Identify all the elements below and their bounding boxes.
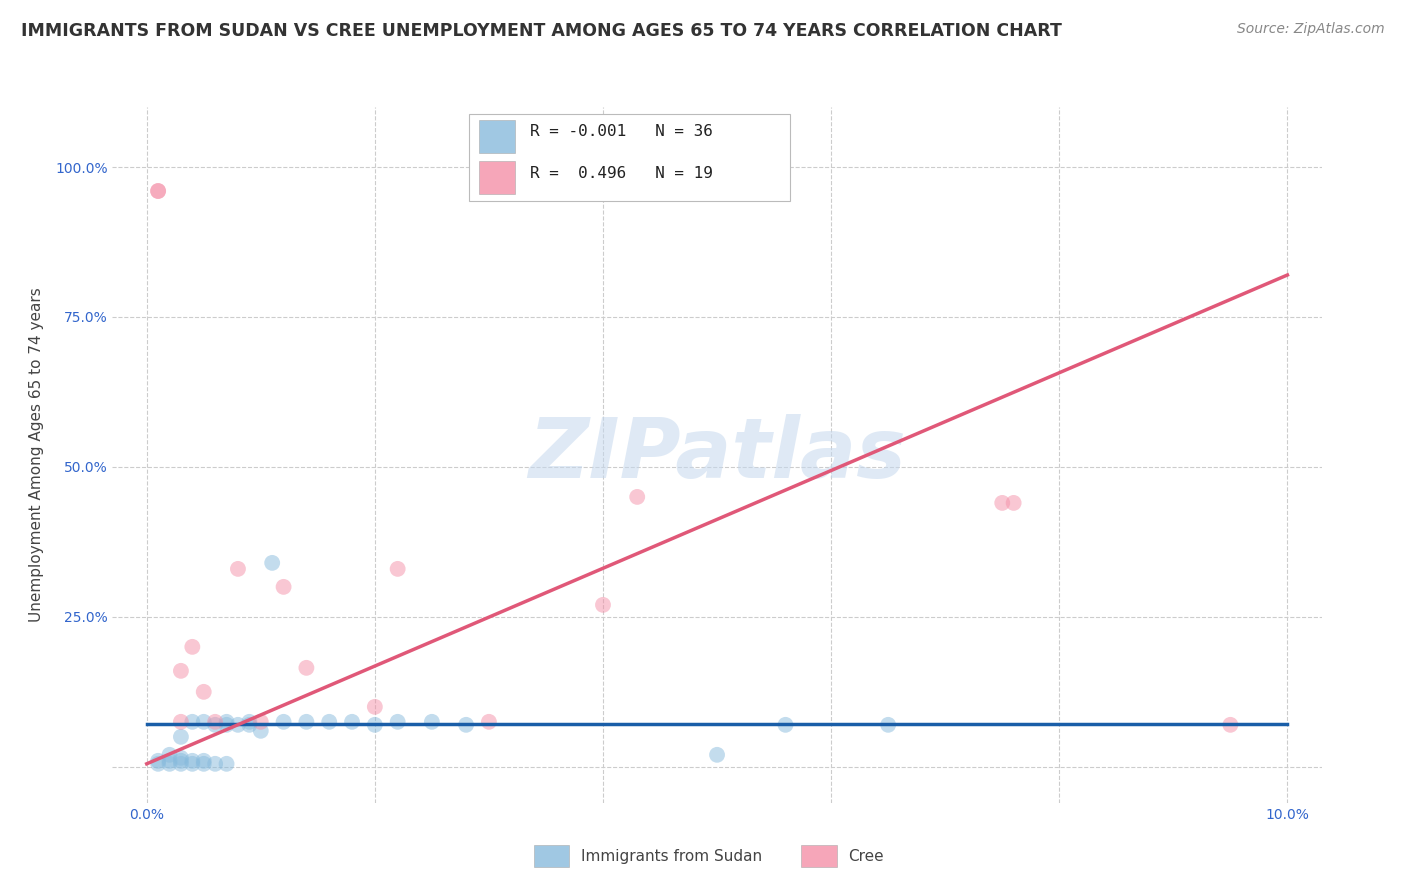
Point xyxy=(215,714,238,729)
Point xyxy=(159,754,181,768)
Point xyxy=(204,714,226,729)
Point xyxy=(249,714,271,729)
Point xyxy=(249,723,271,738)
Text: IMMIGRANTS FROM SUDAN VS CREE UNEMPLOYMENT AMONG AGES 65 TO 74 YEARS CORRELATION: IMMIGRANTS FROM SUDAN VS CREE UNEMPLOYME… xyxy=(21,22,1062,40)
Point xyxy=(262,556,284,570)
Point xyxy=(387,562,409,576)
Point xyxy=(181,756,204,771)
Point xyxy=(1219,718,1241,732)
Point xyxy=(193,685,215,699)
Point xyxy=(295,661,318,675)
Point xyxy=(318,714,340,729)
Point xyxy=(146,184,169,198)
Point xyxy=(193,714,215,729)
Point xyxy=(146,756,169,771)
Point xyxy=(775,718,797,732)
Point xyxy=(991,496,1014,510)
Point xyxy=(592,598,614,612)
Point xyxy=(226,718,249,732)
Point xyxy=(706,747,728,762)
FancyBboxPatch shape xyxy=(479,161,515,194)
Point xyxy=(215,718,238,732)
Point xyxy=(159,747,181,762)
Point xyxy=(238,714,260,729)
FancyBboxPatch shape xyxy=(479,120,515,153)
Point xyxy=(340,714,363,729)
Point xyxy=(456,718,478,732)
Point xyxy=(181,754,204,768)
Point xyxy=(204,718,226,732)
Text: Source: ZipAtlas.com: Source: ZipAtlas.com xyxy=(1237,22,1385,37)
Point xyxy=(273,714,295,729)
Point xyxy=(273,580,295,594)
Point xyxy=(170,751,193,765)
Point xyxy=(364,718,387,732)
Point xyxy=(478,714,501,729)
Point xyxy=(877,718,900,732)
Point xyxy=(181,714,204,729)
Point xyxy=(146,184,169,198)
Point xyxy=(170,754,193,768)
Point xyxy=(193,754,215,768)
Point xyxy=(193,756,215,771)
Point xyxy=(170,756,193,771)
Point xyxy=(295,714,318,729)
Text: R = -0.001   N = 36: R = -0.001 N = 36 xyxy=(530,124,713,139)
Point xyxy=(181,640,204,654)
Point xyxy=(387,714,409,729)
Point xyxy=(170,730,193,744)
Point xyxy=(215,756,238,771)
Point xyxy=(146,754,169,768)
Point xyxy=(170,664,193,678)
Text: Immigrants from Sudan: Immigrants from Sudan xyxy=(581,849,762,863)
Point xyxy=(626,490,648,504)
Text: ZIPatlas: ZIPatlas xyxy=(529,415,905,495)
Text: Cree: Cree xyxy=(848,849,883,863)
Point xyxy=(238,718,260,732)
Point xyxy=(159,756,181,771)
Point xyxy=(170,714,193,729)
Point xyxy=(226,562,249,576)
Point xyxy=(420,714,443,729)
Point xyxy=(1002,496,1025,510)
Text: R =  0.496   N = 19: R = 0.496 N = 19 xyxy=(530,166,713,181)
Point xyxy=(204,756,226,771)
Y-axis label: Unemployment Among Ages 65 to 74 years: Unemployment Among Ages 65 to 74 years xyxy=(30,287,44,623)
Point xyxy=(364,699,387,714)
FancyBboxPatch shape xyxy=(470,114,790,201)
